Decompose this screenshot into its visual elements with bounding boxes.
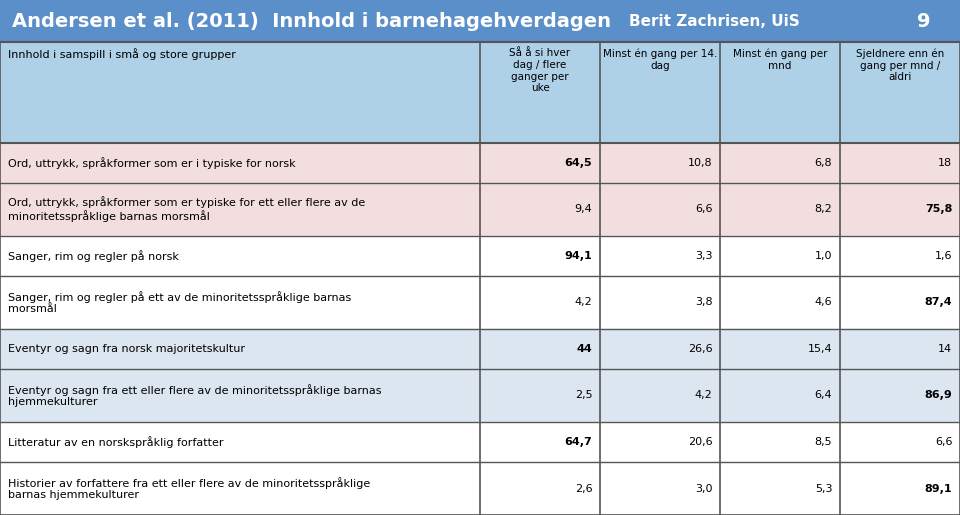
- Bar: [0, 143, 480, 183]
- Bar: [480, 276, 600, 329]
- Text: 18: 18: [938, 158, 952, 168]
- Text: 5,3: 5,3: [815, 484, 832, 493]
- Bar: [840, 143, 960, 183]
- Text: Sanger, rim og regler på ett av de minoritetsspråklige barnas
morsmål: Sanger, rim og regler på ett av de minor…: [8, 290, 351, 314]
- Text: Sjeldnere enn én
gang per mnd /
aldri: Sjeldnere enn én gang per mnd / aldri: [856, 48, 944, 82]
- Text: 3,0: 3,0: [695, 484, 712, 493]
- Text: 9: 9: [917, 12, 930, 30]
- Bar: [840, 236, 960, 276]
- Text: 6,4: 6,4: [815, 390, 832, 401]
- Text: 89,1: 89,1: [924, 484, 952, 493]
- Text: Ord, uttrykk, språkformer som er typiske for ett eller flere av de
minoritetsspr: Ord, uttrykk, språkformer som er typiske…: [8, 196, 365, 222]
- Bar: [0, 462, 480, 515]
- Bar: [0, 422, 480, 462]
- Text: 64,7: 64,7: [564, 437, 592, 447]
- Text: 3,3: 3,3: [695, 251, 712, 261]
- Text: 1,6: 1,6: [935, 251, 952, 261]
- Bar: [480, 183, 600, 236]
- Text: 8,5: 8,5: [815, 437, 832, 447]
- Text: Så å si hver
dag / flere
ganger per
uke: Så å si hver dag / flere ganger per uke: [510, 48, 570, 93]
- Bar: [600, 276, 720, 329]
- Text: Eventyr og sagn fra ett eller flere av de minoritetsspråklige barnas
hjemmekultu: Eventyr og sagn fra ett eller flere av d…: [8, 384, 381, 407]
- Bar: [720, 143, 840, 183]
- Text: 3,8: 3,8: [695, 297, 712, 307]
- Text: 9,4: 9,4: [575, 204, 592, 214]
- Text: Historier av forfattere fra ett eller flere av de minoritetsspråklige
barnas hje: Historier av forfattere fra ett eller fl…: [8, 477, 370, 500]
- Bar: [720, 183, 840, 236]
- Bar: [600, 183, 720, 236]
- Bar: [840, 42, 960, 143]
- Text: 8,2: 8,2: [815, 204, 832, 214]
- Text: Minst én gang per 14.
dag: Minst én gang per 14. dag: [603, 48, 717, 71]
- Bar: [600, 369, 720, 422]
- Text: 6,8: 6,8: [815, 158, 832, 168]
- Text: Sanger, rim og regler på norsk: Sanger, rim og regler på norsk: [8, 250, 179, 262]
- Text: 75,8: 75,8: [924, 204, 952, 214]
- Bar: [840, 462, 960, 515]
- Bar: [840, 329, 960, 369]
- Text: 44: 44: [577, 344, 592, 354]
- Bar: [840, 422, 960, 462]
- Bar: [600, 462, 720, 515]
- Text: Berit Zachrisen, UiS: Berit Zachrisen, UiS: [629, 13, 800, 29]
- Bar: [0, 329, 480, 369]
- Text: Minst én gang per
mnd: Minst én gang per mnd: [732, 48, 828, 71]
- Bar: [720, 276, 840, 329]
- Text: 15,4: 15,4: [807, 344, 832, 354]
- Text: Innhold i samspill i små og store grupper: Innhold i samspill i små og store gruppe…: [8, 48, 235, 60]
- Text: Eventyr og sagn fra norsk majoritetskultur: Eventyr og sagn fra norsk majoritetskult…: [8, 344, 245, 354]
- Bar: [720, 422, 840, 462]
- Bar: [600, 143, 720, 183]
- Bar: [840, 183, 960, 236]
- Text: 6,6: 6,6: [935, 437, 952, 447]
- Bar: [480, 236, 600, 276]
- Text: 2,5: 2,5: [575, 390, 592, 401]
- Text: 10,8: 10,8: [687, 158, 712, 168]
- Bar: [0, 369, 480, 422]
- Bar: [480, 462, 600, 515]
- Bar: [720, 462, 840, 515]
- Bar: [600, 42, 720, 143]
- Text: 4,2: 4,2: [695, 390, 712, 401]
- Text: 20,6: 20,6: [687, 437, 712, 447]
- Bar: [0, 276, 480, 329]
- Bar: [600, 422, 720, 462]
- Bar: [480, 329, 600, 369]
- Bar: [600, 236, 720, 276]
- Text: 14: 14: [938, 344, 952, 354]
- Text: Ord, uttrykk, språkformer som er i typiske for norsk: Ord, uttrykk, språkformer som er i typis…: [8, 157, 296, 169]
- Bar: [0, 183, 480, 236]
- Bar: [480, 369, 600, 422]
- Bar: [0, 42, 480, 143]
- Text: 86,9: 86,9: [924, 390, 952, 401]
- Bar: [720, 236, 840, 276]
- Text: 4,2: 4,2: [575, 297, 592, 307]
- Text: 26,6: 26,6: [687, 344, 712, 354]
- Bar: [480, 422, 600, 462]
- Text: 1,0: 1,0: [815, 251, 832, 261]
- Text: 4,6: 4,6: [815, 297, 832, 307]
- Bar: [0, 0, 960, 42]
- Bar: [600, 329, 720, 369]
- Text: Litteratur av en norskspråklig forfatter: Litteratur av en norskspråklig forfatter: [8, 436, 223, 448]
- Bar: [840, 369, 960, 422]
- Text: 94,1: 94,1: [564, 251, 592, 261]
- Bar: [480, 42, 600, 143]
- Text: 64,5: 64,5: [564, 158, 592, 168]
- Bar: [0, 236, 480, 276]
- Text: Andersen et al. (2011)  Innhold i barnehagehverdagen: Andersen et al. (2011) Innhold i barneha…: [12, 12, 611, 30]
- Bar: [840, 276, 960, 329]
- Text: 6,6: 6,6: [695, 204, 712, 214]
- Bar: [480, 143, 600, 183]
- Text: 87,4: 87,4: [924, 297, 952, 307]
- Bar: [720, 329, 840, 369]
- Text: 2,6: 2,6: [575, 484, 592, 493]
- Bar: [720, 42, 840, 143]
- Bar: [720, 369, 840, 422]
